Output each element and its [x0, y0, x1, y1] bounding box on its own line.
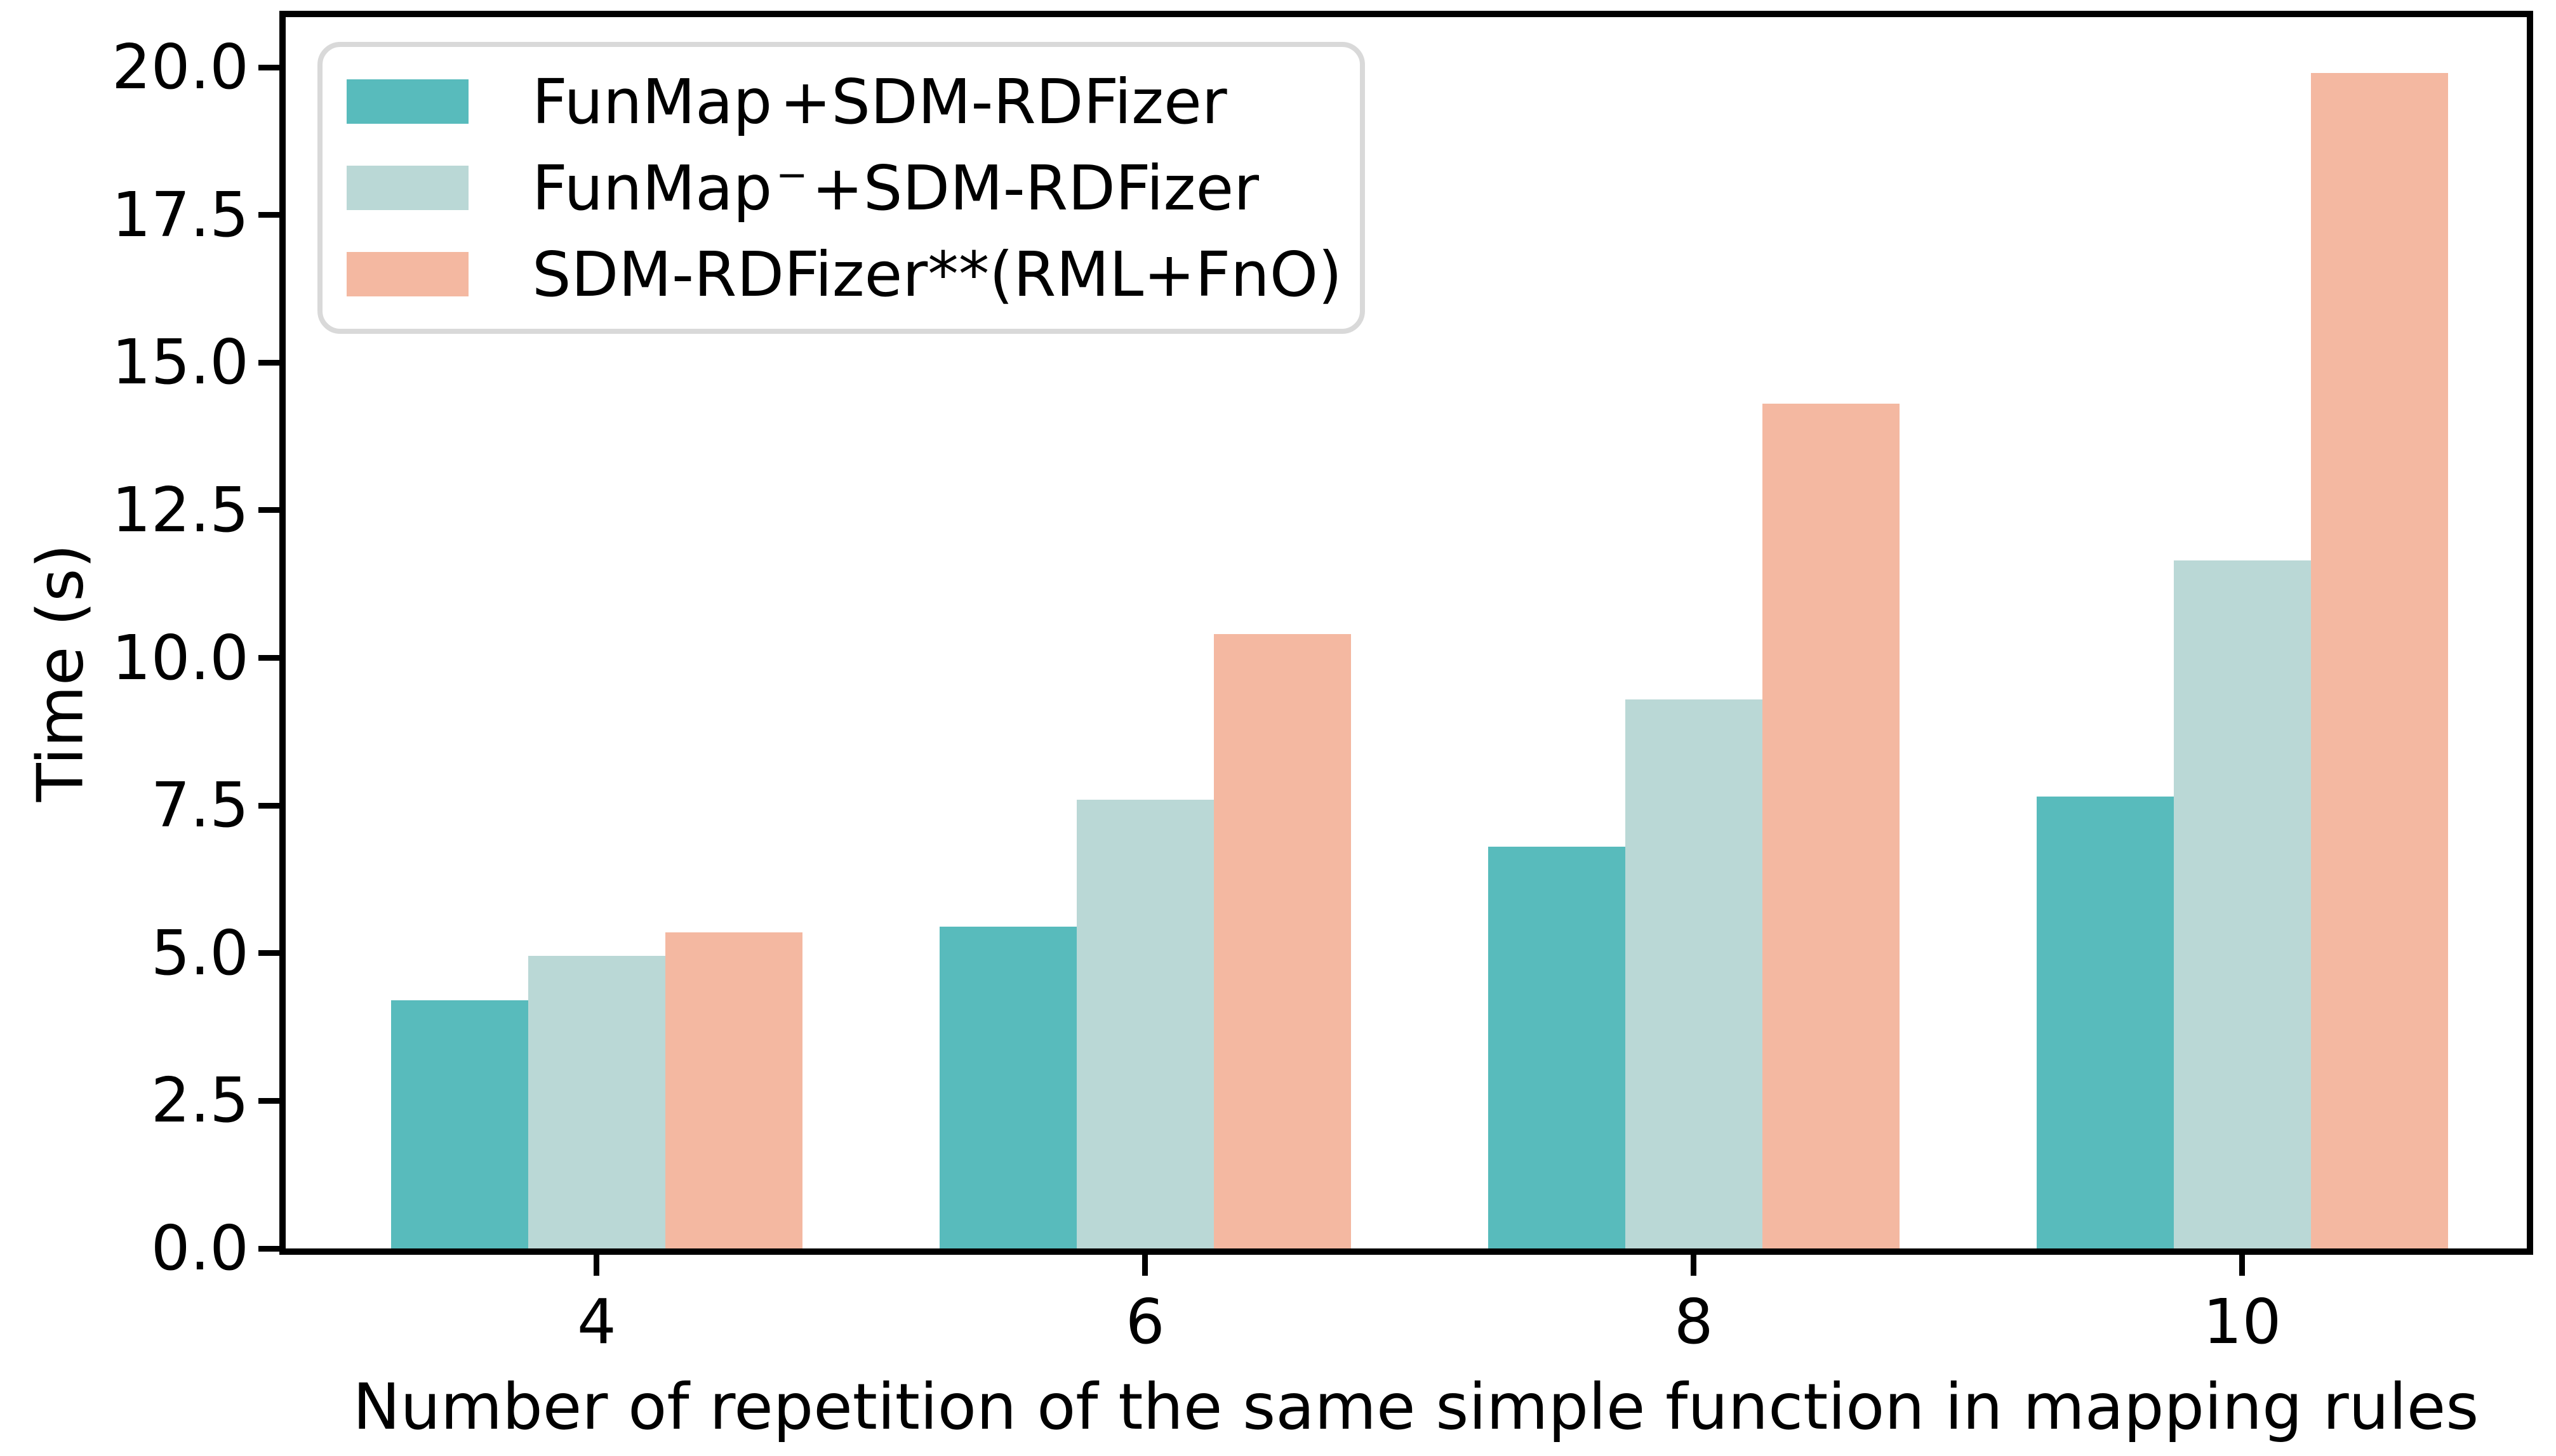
y-tick-mark [258, 1097, 279, 1104]
bar-series1-cat4 [390, 1000, 528, 1248]
legend-label-text: FunMap [532, 65, 773, 138]
legend-label: FunMap +SDM-RDFizer [532, 66, 1227, 138]
legend-label-text: SDM-RDFizer**(RML+FnO) [532, 238, 1342, 310]
plot-area [279, 11, 2533, 1255]
bar-series2-cat10 [2173, 560, 2311, 1248]
x-tick-label: 10 [2202, 1286, 2282, 1358]
y-tick-label: 5.0 [150, 917, 249, 989]
legend-label-sup: − [776, 153, 808, 198]
bar-series1-cat8 [1488, 847, 1625, 1248]
bar-series3-cat6 [1213, 634, 1351, 1248]
y-tick-label: 15.0 [112, 326, 249, 399]
legend-row: SDM-RDFizer**(RML+FnO) [347, 239, 1342, 310]
y-tick-mark [258, 1245, 279, 1252]
legend-swatch [347, 166, 469, 210]
y-tick-label: 0.0 [150, 1212, 249, 1284]
y-tick-label: 2.5 [150, 1064, 249, 1137]
y-tick-label: 7.5 [150, 769, 249, 842]
x-tick-mark [1142, 1255, 1148, 1276]
bar-series1-cat6 [939, 926, 1077, 1248]
x-tick-label: 4 [576, 1286, 616, 1358]
bar-series2-cat4 [528, 956, 665, 1248]
legend-swatch [347, 252, 469, 296]
y-tick-mark [258, 64, 279, 70]
y-tick-label: 20.0 [112, 31, 249, 103]
bar-series3-cat8 [1762, 404, 1900, 1248]
y-axis-label: Time (s) [23, 543, 98, 802]
legend-label-text: FunMap [532, 152, 773, 224]
x-tick-mark [594, 1255, 600, 1276]
x-tick-mark [1691, 1255, 1697, 1276]
legend-label-text: +SDM-RDFizer [811, 152, 1260, 224]
y-tick-mark [258, 802, 279, 809]
legend-label: SDM-RDFizer**(RML+FnO) [532, 239, 1350, 310]
legend: FunMap +SDM-RDFizer FunMap−+SDM-RDFizer S… [317, 42, 1365, 334]
legend-row: FunMap +SDM-RDFizer [347, 66, 1335, 138]
y-tick-label: 12.5 [112, 473, 249, 546]
y-tick-mark [258, 655, 279, 661]
bar-series2-cat8 [1625, 699, 1762, 1248]
legend-row: FunMap−+SDM-RDFizer [347, 152, 1335, 224]
bar-series3-cat10 [2310, 73, 2448, 1248]
bar-series1-cat10 [2036, 797, 2174, 1248]
bar-series2-cat6 [1076, 799, 1214, 1248]
y-tick-mark [258, 950, 279, 956]
y-tick-label: 17.5 [112, 178, 249, 251]
legend-label-text: +SDM-RDFizer [780, 65, 1227, 138]
bar-series3-cat4 [665, 932, 802, 1248]
x-tick-label: 8 [1674, 1286, 1714, 1358]
y-tick-mark [258, 507, 279, 513]
y-tick-mark [258, 359, 279, 366]
x-tick-mark [2239, 1255, 2246, 1276]
x-axis-label: Number of repetition of the same simple … [352, 1370, 2479, 1444]
y-tick-mark [258, 212, 279, 218]
x-tick-label: 6 [1125, 1286, 1165, 1358]
legend-swatch [347, 79, 469, 124]
legend-label: FunMap−+SDM-RDFizer [532, 152, 1259, 224]
y-tick-label: 10.0 [112, 621, 249, 694]
